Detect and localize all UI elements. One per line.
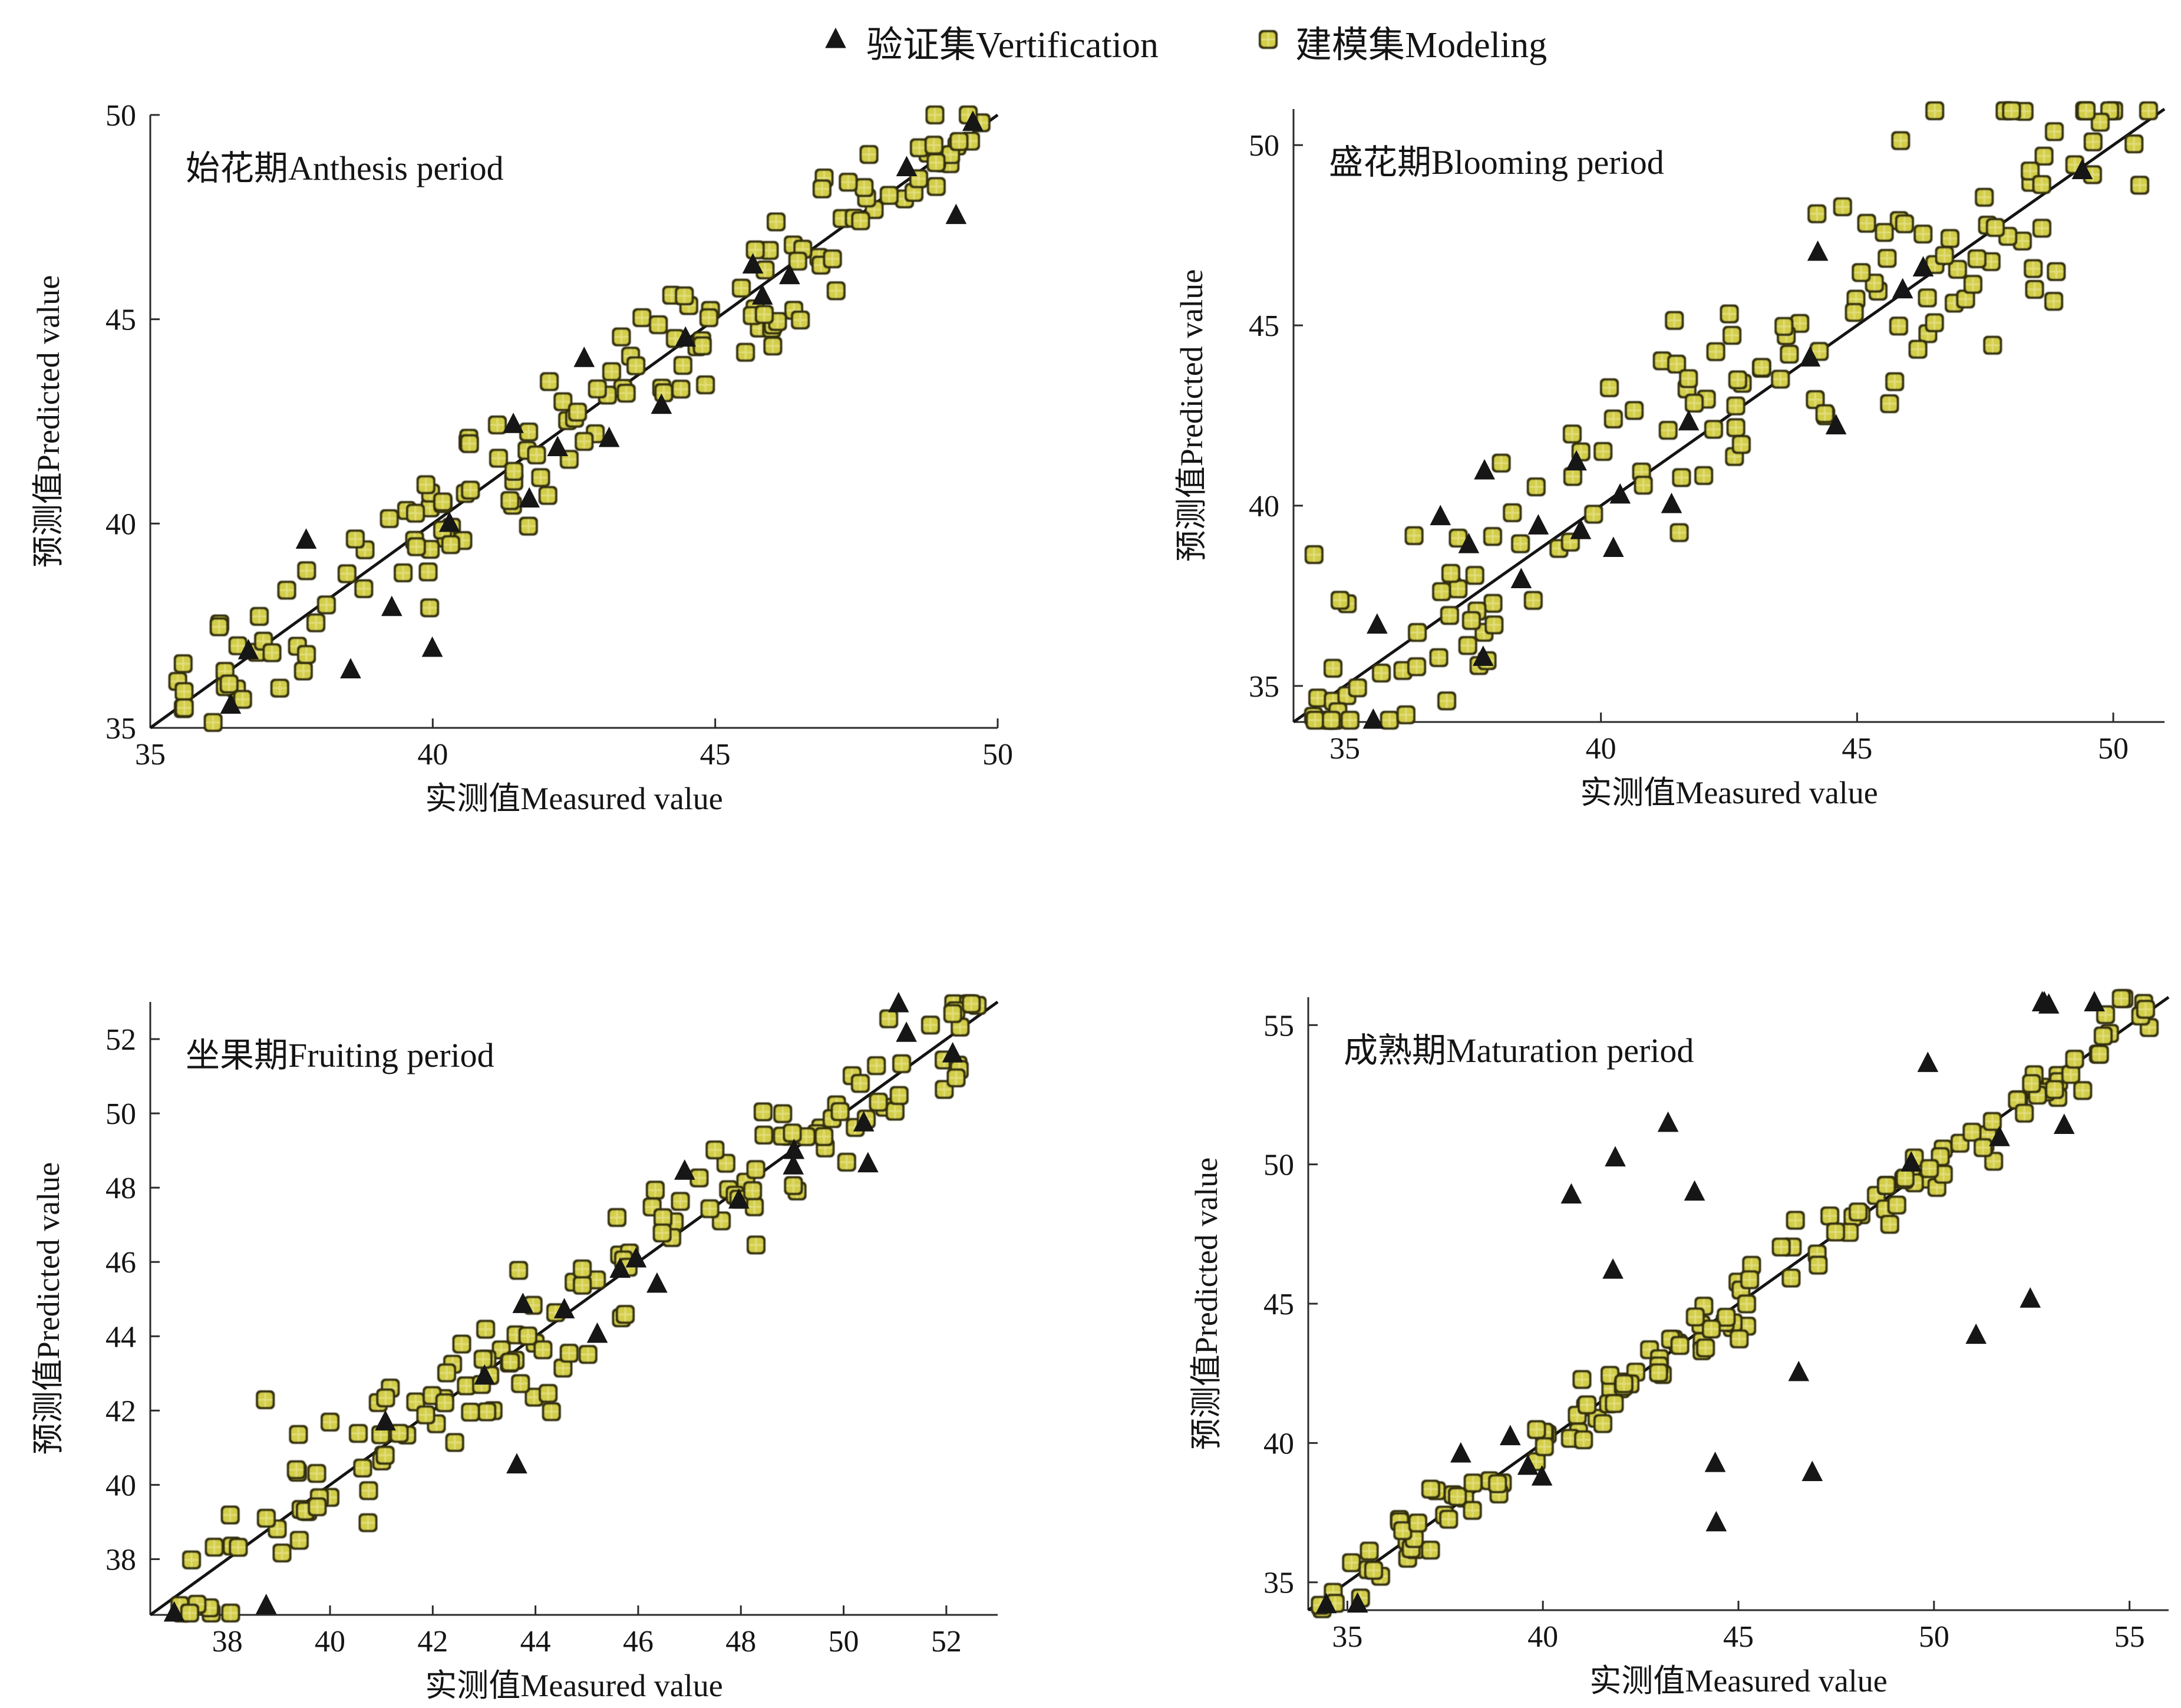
svg-text:预测值Predicted value: 预测值Predicted value (1174, 269, 1209, 562)
svg-text:46: 46 (105, 1246, 136, 1280)
svg-text:45: 45 (1723, 1620, 1754, 1654)
svg-text:35: 35 (135, 738, 166, 771)
svg-text:38: 38 (212, 1625, 243, 1658)
svg-text:坐果期Fruiting period: 坐果期Fruiting period (186, 1036, 494, 1074)
svg-text:始花期Anthesis period: 始花期Anthesis period (186, 149, 504, 187)
svg-text:50: 50 (2098, 732, 2129, 766)
svg-text:42: 42 (105, 1394, 136, 1428)
svg-text:实测值Measured value: 实测值Measured value (425, 781, 722, 816)
svg-text:50: 50 (1263, 1149, 1294, 1182)
svg-text:48: 48 (725, 1625, 756, 1658)
svg-text:50: 50 (1249, 129, 1279, 163)
svg-text:35: 35 (105, 712, 136, 746)
svg-text:45: 45 (1263, 1288, 1294, 1321)
svg-text:预测值Predicted value: 预测值Predicted value (31, 1162, 66, 1455)
svg-text:52: 52 (105, 1023, 136, 1057)
svg-text:55: 55 (1263, 1009, 1294, 1043)
svg-text:35: 35 (1332, 1620, 1362, 1654)
svg-text:35: 35 (1329, 732, 1360, 766)
svg-text:35: 35 (1263, 1567, 1294, 1600)
svg-text:实测值Measured value: 实测值Measured value (425, 1668, 722, 1703)
svg-text:40: 40 (105, 1469, 136, 1502)
svg-text:45: 45 (1249, 309, 1279, 343)
svg-text:45: 45 (105, 304, 136, 337)
svg-text:40: 40 (315, 1625, 345, 1658)
svg-text:盛花期Blooming period: 盛花期Blooming period (1329, 143, 1664, 182)
svg-text:50: 50 (105, 99, 136, 133)
svg-text:52: 52 (931, 1625, 962, 1658)
svg-text:成熟期Maturation period: 成熟期Maturation period (1344, 1031, 1694, 1070)
svg-text:50: 50 (105, 1097, 136, 1131)
svg-text:50: 50 (982, 738, 1013, 771)
svg-text:38: 38 (105, 1543, 136, 1577)
svg-text:42: 42 (417, 1625, 448, 1658)
svg-text:50: 50 (1919, 1620, 1949, 1654)
svg-text:预测值Predicted value: 预测值Predicted value (31, 275, 66, 568)
svg-text:44: 44 (520, 1625, 551, 1658)
svg-text:实测值Measured value: 实测值Measured value (1580, 775, 1878, 810)
svg-text:40: 40 (1527, 1620, 1558, 1654)
svg-text:46: 46 (623, 1625, 654, 1658)
svg-text:验证集Vertification: 验证集Vertification (866, 25, 1159, 65)
svg-text:40: 40 (1263, 1427, 1294, 1460)
svg-text:预测值Predicted value: 预测值Predicted value (1189, 1158, 1224, 1450)
svg-text:55: 55 (2114, 1620, 2145, 1654)
svg-text:44: 44 (105, 1320, 136, 1354)
svg-text:50: 50 (829, 1625, 859, 1658)
svg-text:40: 40 (1586, 732, 1616, 766)
svg-text:45: 45 (1842, 732, 1872, 766)
svg-text:40: 40 (417, 738, 448, 771)
svg-text:建模集Modeling: 建模集Modeling (1295, 25, 1547, 65)
svg-text:实测值Measured value: 实测值Measured value (1589, 1663, 1887, 1699)
svg-text:48: 48 (105, 1172, 136, 1205)
svg-text:40: 40 (1249, 490, 1279, 523)
svg-text:35: 35 (1249, 670, 1279, 704)
svg-text:45: 45 (700, 738, 731, 771)
svg-text:40: 40 (105, 507, 136, 541)
